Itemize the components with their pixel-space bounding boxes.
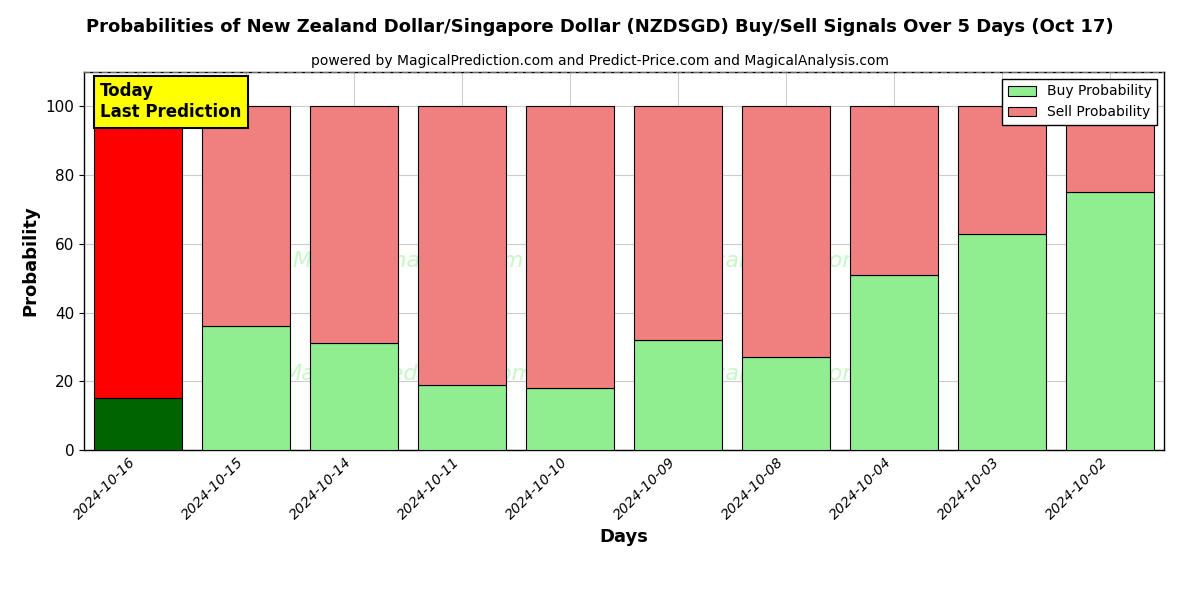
Bar [634, 340, 722, 450]
Bar [94, 398, 182, 450]
Bar [418, 106, 506, 385]
Y-axis label: Probability: Probability [22, 206, 40, 316]
Bar [742, 357, 830, 450]
Bar [634, 106, 722, 340]
Bar [1066, 192, 1154, 450]
Text: powered by MagicalPrediction.com and Predict-Price.com and MagicalAnalysis.com: powered by MagicalPrediction.com and Pre… [311, 54, 889, 68]
Bar [418, 385, 506, 450]
Bar [1066, 106, 1154, 192]
Bar [958, 106, 1046, 233]
Text: MagicalAnalysis.com: MagicalAnalysis.com [293, 251, 523, 271]
Bar [310, 343, 398, 450]
Text: Today
Last Prediction: Today Last Prediction [101, 82, 241, 121]
Legend: Buy Probability, Sell Probability: Buy Probability, Sell Probability [1002, 79, 1157, 125]
Text: MagicalPrediction.com: MagicalPrediction.com [660, 364, 912, 385]
Bar [202, 106, 290, 326]
Bar [94, 106, 182, 398]
Bar [526, 106, 614, 388]
Bar [850, 106, 938, 275]
Bar [526, 388, 614, 450]
Text: MagicalPrediction.com: MagicalPrediction.com [282, 364, 534, 385]
Bar [850, 275, 938, 450]
Text: Probabilities of New Zealand Dollar/Singapore Dollar (NZDSGD) Buy/Sell Signals O: Probabilities of New Zealand Dollar/Sing… [86, 18, 1114, 36]
Text: MagicalPrediction.com: MagicalPrediction.com [660, 251, 912, 271]
Bar [310, 106, 398, 343]
Bar [958, 233, 1046, 450]
Bar [202, 326, 290, 450]
X-axis label: Days: Days [600, 527, 648, 545]
Bar [742, 106, 830, 357]
